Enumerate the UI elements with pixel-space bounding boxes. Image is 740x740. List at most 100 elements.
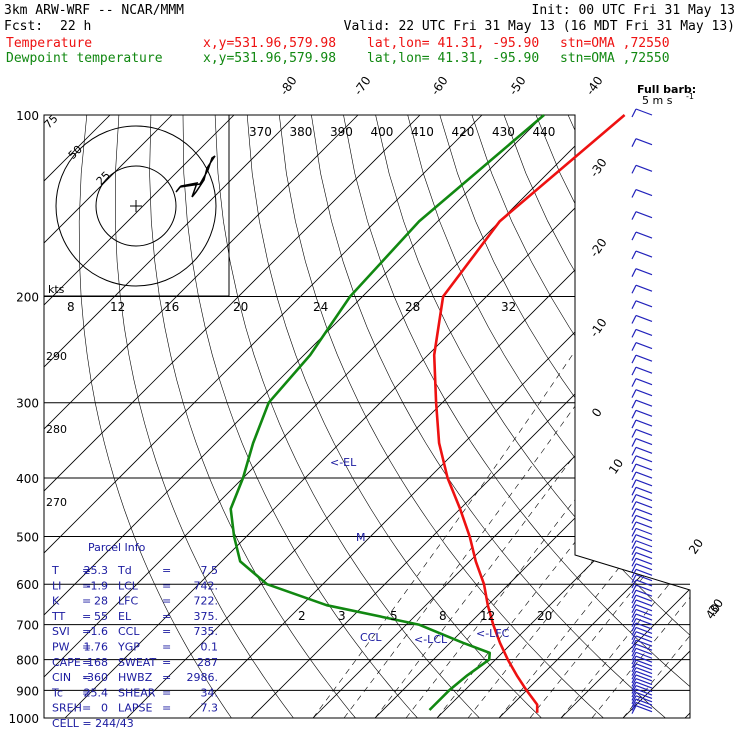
parcel-info-cell: = — [82, 625, 91, 638]
isotherm-line — [44, 115, 421, 718]
parcel-info-cell: = — [82, 702, 91, 715]
moist-adiabat-line — [467, 296, 690, 718]
parcel-info-cell: 742. — [194, 579, 219, 592]
isotherm-line — [188, 115, 690, 718]
parcel-info-cell: 25.4 — [84, 686, 109, 699]
wind-barb-flag — [631, 685, 637, 694]
wind-barb — [635, 438, 653, 446]
wind-barb — [635, 546, 653, 554]
wind-barb — [635, 268, 653, 276]
model-title: 3km ARW-WRF -- NCAR/MMM — [4, 3, 184, 18]
hodograph-speed-label: 32 — [501, 300, 516, 314]
isotherm-line — [374, 115, 690, 718]
dry-adiabat-line — [311, 115, 666, 718]
parcel-info-cell: = — [162, 579, 171, 592]
temperature-legend: Temperature — [6, 36, 92, 51]
wind-barb — [635, 108, 653, 116]
fcst-label: Fcst: — [4, 19, 43, 34]
isotherm-label: -20 — [587, 236, 610, 260]
wind-barb-flag — [631, 540, 637, 550]
wind-barb-flag — [631, 501, 637, 510]
isotherm-line — [250, 115, 690, 718]
m-marker: M — [356, 531, 366, 544]
parcel-info-cell: TT — [51, 610, 66, 623]
moist-adiabat-line — [591, 296, 690, 718]
wind-barb-flag — [631, 508, 637, 517]
pressure-label-400: 400 — [16, 472, 39, 486]
isotherm-label: -60 — [428, 74, 451, 98]
parcel-info-cell: -1.9 — [87, 579, 108, 592]
theta-label: 390 — [330, 125, 353, 139]
wind-barb — [635, 300, 653, 308]
parcel-info-cell: -360 — [83, 671, 108, 684]
parcel-info-cell: = — [82, 656, 91, 669]
wind-barb — [635, 647, 653, 655]
wind-barb — [635, 631, 653, 639]
isotherm-line — [44, 115, 235, 718]
theta-label: 400 — [371, 125, 394, 139]
wind-barb-flag — [631, 300, 637, 310]
wind-barb-flag — [631, 618, 637, 627]
parcel-info-cell: SHEAR — [118, 686, 156, 699]
wind-barb — [635, 284, 653, 292]
isotherm-line — [498, 115, 690, 718]
wind-barb — [635, 639, 653, 647]
theta-side-label: 270 — [46, 496, 67, 509]
mixing-ratio-label: 20 — [537, 609, 552, 623]
isotherm-line — [312, 115, 690, 718]
wind-barb-flag — [631, 631, 637, 640]
parcel-info-cell: = — [162, 564, 171, 577]
parcel-info-cell: CAPE — [52, 656, 81, 669]
parcel-info-cell: Tc — [51, 686, 63, 699]
barb-legend-title: Full barb: — [637, 83, 696, 96]
wind-barb — [635, 659, 653, 667]
pressure-label-700: 700 — [16, 619, 39, 633]
moist-adiabat-line — [343, 296, 654, 718]
parcel-info-cell: K — [52, 595, 60, 608]
parcel-info-cell: = — [162, 610, 171, 623]
hodograph-ring-25 — [95, 165, 177, 247]
wind-barb — [635, 378, 653, 386]
wind-barb — [635, 589, 653, 597]
pressure-label-200: 200 — [16, 291, 39, 305]
wind-barb — [635, 342, 653, 350]
wind-barb — [635, 211, 653, 219]
wind-barb — [635, 138, 653, 146]
parcel-info-cell: LCL — [118, 579, 139, 592]
wind-barb-flag — [631, 366, 637, 376]
parcel-info-cell: = — [162, 595, 171, 608]
theta-label: 410 — [411, 125, 434, 139]
hodograph-speed-label: 16 — [164, 300, 179, 314]
wind-barb-flag — [631, 552, 637, 561]
parcel-info-cell: 735. — [194, 625, 219, 638]
isotherm-line — [44, 115, 483, 718]
wind-barb — [635, 501, 653, 509]
wind-barb — [635, 681, 653, 689]
dewpoint-xy: x,y=531.96,579.98 — [203, 51, 336, 66]
wind-barbs — [631, 108, 653, 714]
pressure-label-1000: 1000 — [8, 712, 39, 726]
moist-adiabat-line — [498, 296, 690, 718]
isotherm-line — [44, 115, 173, 718]
wind-barb-flag — [631, 695, 637, 705]
ccl-marker: CCL — [360, 631, 382, 644]
fcst-value: 22 h — [60, 19, 91, 34]
isotherm-label: -70 — [351, 74, 374, 98]
parcel-info-cell: 25.3 — [84, 564, 109, 577]
wind-barb-flag — [631, 389, 637, 398]
hodograph-speed-label: 24 — [313, 300, 328, 314]
wind-barb — [635, 618, 653, 626]
wind-barb-flag — [631, 471, 637, 481]
parcel-info-cell: Td — [117, 564, 132, 577]
parcel-info-cell: = — [162, 625, 171, 638]
wind-barb — [635, 574, 653, 582]
wind-barb — [635, 428, 653, 437]
wind-barb-flag — [631, 429, 637, 438]
wind-barb — [635, 663, 653, 671]
wind-barb-flag — [631, 659, 637, 669]
wind-barb — [635, 479, 653, 487]
parcel-info-cell: = — [162, 671, 171, 684]
wind-barb — [635, 584, 653, 592]
wind-barb — [635, 328, 653, 336]
